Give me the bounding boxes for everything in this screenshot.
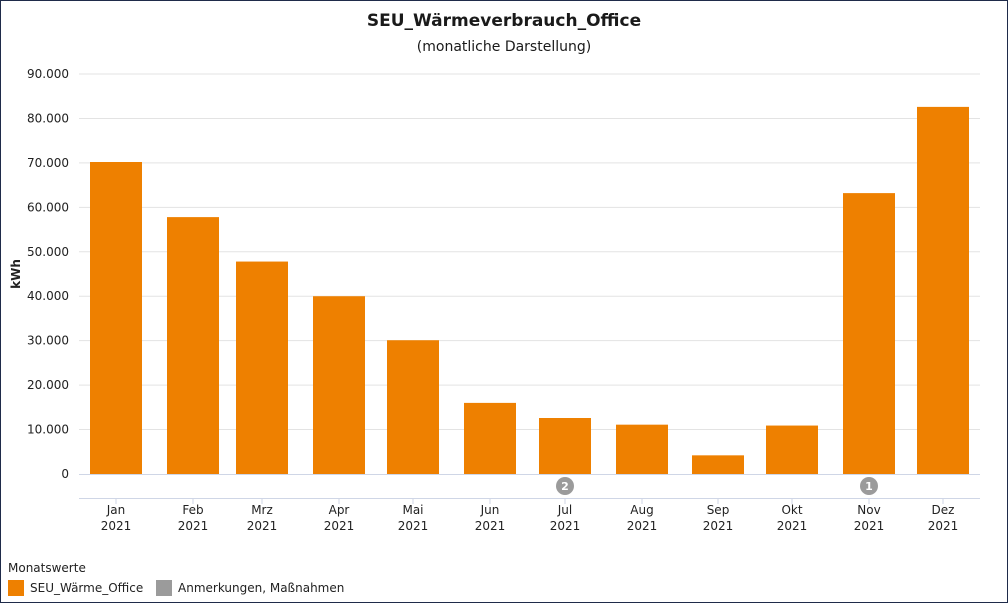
y-tick-label: 80.000 <box>27 111 69 125</box>
y-tick-label: 50.000 <box>27 245 69 259</box>
x-tick-year-label: 2021 <box>178 519 209 533</box>
x-tick-label: Dez <box>932 503 955 517</box>
legend-label-series: SEU_Wärme_Office <box>30 581 144 595</box>
x-tick-label: Jun <box>480 503 500 517</box>
legend-item-annotations[interactable]: Anmerkungen, Maßnahmen <box>156 579 344 597</box>
annotation-marker <box>556 477 574 495</box>
bar <box>236 261 288 474</box>
bar <box>90 162 142 474</box>
annotation-label: 2 <box>561 480 569 493</box>
y-tick-label: 60.000 <box>27 200 69 214</box>
y-axis-label: kWh <box>9 259 23 289</box>
x-tick-year-label: 2021 <box>550 519 581 533</box>
bar <box>167 217 219 474</box>
y-tick-label: 10.000 <box>27 423 69 437</box>
chart-title: SEU_Wärmeverbrauch_Office <box>366 11 642 31</box>
x-tick-label: Okt <box>781 503 802 517</box>
x-tick-label: Feb <box>182 503 203 517</box>
bar <box>313 296 365 474</box>
x-tick-year-label: 2021 <box>324 519 355 533</box>
x-tick-year-label: 2021 <box>777 519 808 533</box>
x-tick-label: Apr <box>329 503 350 517</box>
x-tick-year-label: 2021 <box>627 519 658 533</box>
annotation-label: 1 <box>865 480 873 493</box>
y-tick-label: 20.000 <box>27 378 69 392</box>
bar <box>843 193 895 474</box>
y-tick-label: 40.000 <box>27 289 69 303</box>
x-tick-label: Mai <box>402 503 423 517</box>
y-tick-label: 90.000 <box>27 67 69 81</box>
bar <box>539 418 591 474</box>
x-tick-year-label: 2021 <box>247 519 278 533</box>
x-tick-year-label: 2021 <box>101 519 132 533</box>
y-tick-label: 0 <box>61 467 69 481</box>
bar <box>766 425 818 474</box>
x-tick-label: Mrz <box>251 503 273 517</box>
legend-item-series[interactable]: SEU_Wärme_Office <box>8 579 143 597</box>
y-tick-label: 70.000 <box>27 156 69 170</box>
chart-subtitle: (monatliche Darstellung) <box>416 39 592 55</box>
x-tick-year-label: 2021 <box>854 519 885 533</box>
bar <box>917 106 969 474</box>
bar <box>387 340 439 474</box>
bar <box>616 424 668 474</box>
bar <box>692 455 744 474</box>
x-tick-year-label: 2021 <box>398 519 429 533</box>
legend-label-annotations: Anmerkungen, Maßnahmen <box>178 581 345 595</box>
x-tick-year-label: 2021 <box>928 519 959 533</box>
x-tick-year-label: 2021 <box>703 519 734 533</box>
x-tick-year-label: 2021 <box>475 519 506 533</box>
bar <box>464 402 516 474</box>
annotation-marker <box>860 477 878 495</box>
y-tick-label: 30.000 <box>27 334 69 348</box>
x-tick-label: Aug <box>630 503 653 517</box>
legend-swatch-series <box>8 580 24 596</box>
x-tick-label: Jul <box>557 503 572 517</box>
legend-title: Monatswerte <box>8 561 86 575</box>
x-tick-label: Sep <box>707 503 730 517</box>
legend-swatch-annotations <box>156 580 172 596</box>
x-tick-label: Nov <box>857 503 880 517</box>
x-tick-label: Jan <box>106 503 126 517</box>
